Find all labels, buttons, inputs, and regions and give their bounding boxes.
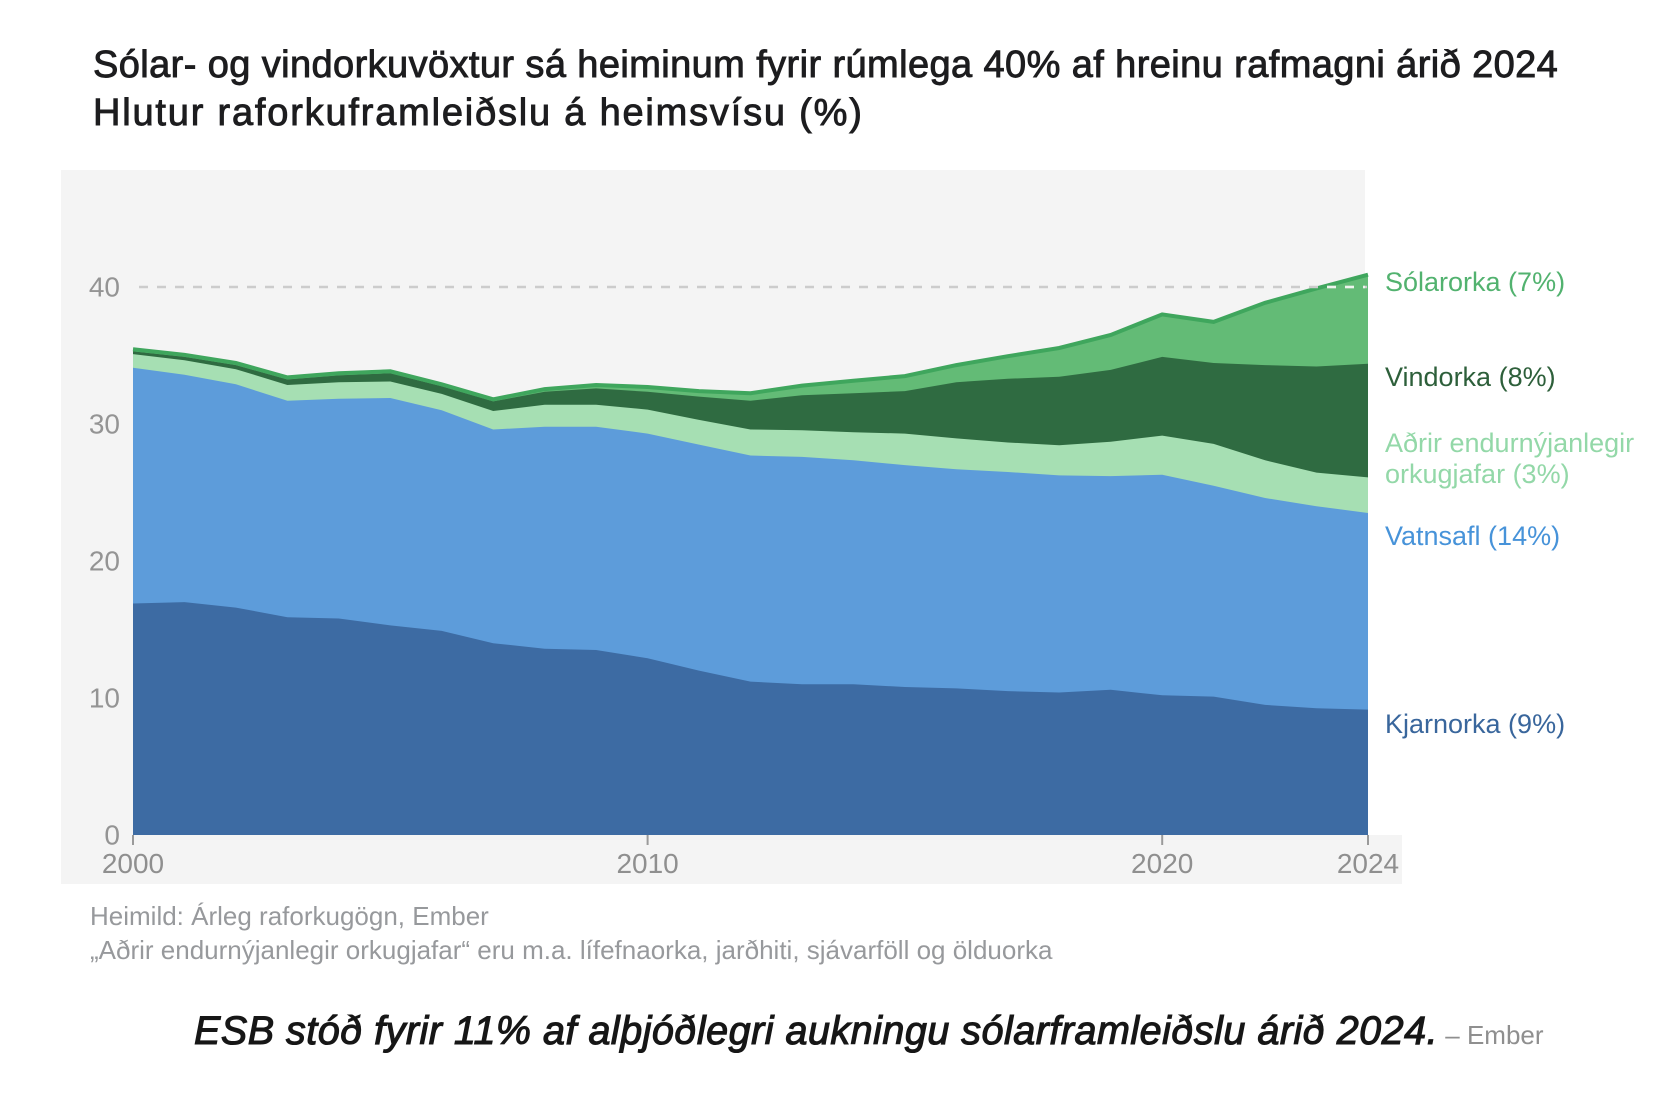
svg-text:Sólarorka (7%): Sólarorka (7%) [1385, 267, 1565, 297]
svg-text:2000: 2000 [102, 848, 164, 879]
svg-text:Vatnsafl (14%): Vatnsafl (14%) [1385, 521, 1560, 551]
svg-text:10: 10 [89, 683, 120, 714]
svg-text:40: 40 [89, 272, 120, 303]
svg-text:0: 0 [104, 820, 120, 851]
svg-text:Kjarnorka (9%): Kjarnorka (9%) [1385, 709, 1565, 739]
svg-text:2024: 2024 [1337, 848, 1399, 879]
svg-text:20: 20 [89, 546, 120, 577]
svg-text:30: 30 [89, 409, 120, 440]
svg-text:orkugjafar (3%): orkugjafar (3%) [1385, 459, 1570, 489]
svg-text:Aðrir endurnýjanlegir: Aðrir endurnýjanlegir [1385, 428, 1634, 458]
svg-text:Vindorka (8%): Vindorka (8%) [1385, 362, 1556, 392]
svg-text:2010: 2010 [616, 848, 678, 879]
svg-text:2020: 2020 [1131, 848, 1193, 879]
